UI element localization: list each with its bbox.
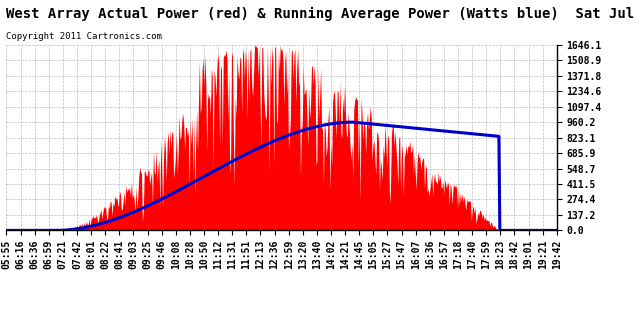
Text: West Array Actual Power (red) & Running Average Power (Watts blue)  Sat Jul 9 20: West Array Actual Power (red) & Running … [6,6,640,20]
Text: Copyright 2011 Cartronics.com: Copyright 2011 Cartronics.com [6,32,163,41]
